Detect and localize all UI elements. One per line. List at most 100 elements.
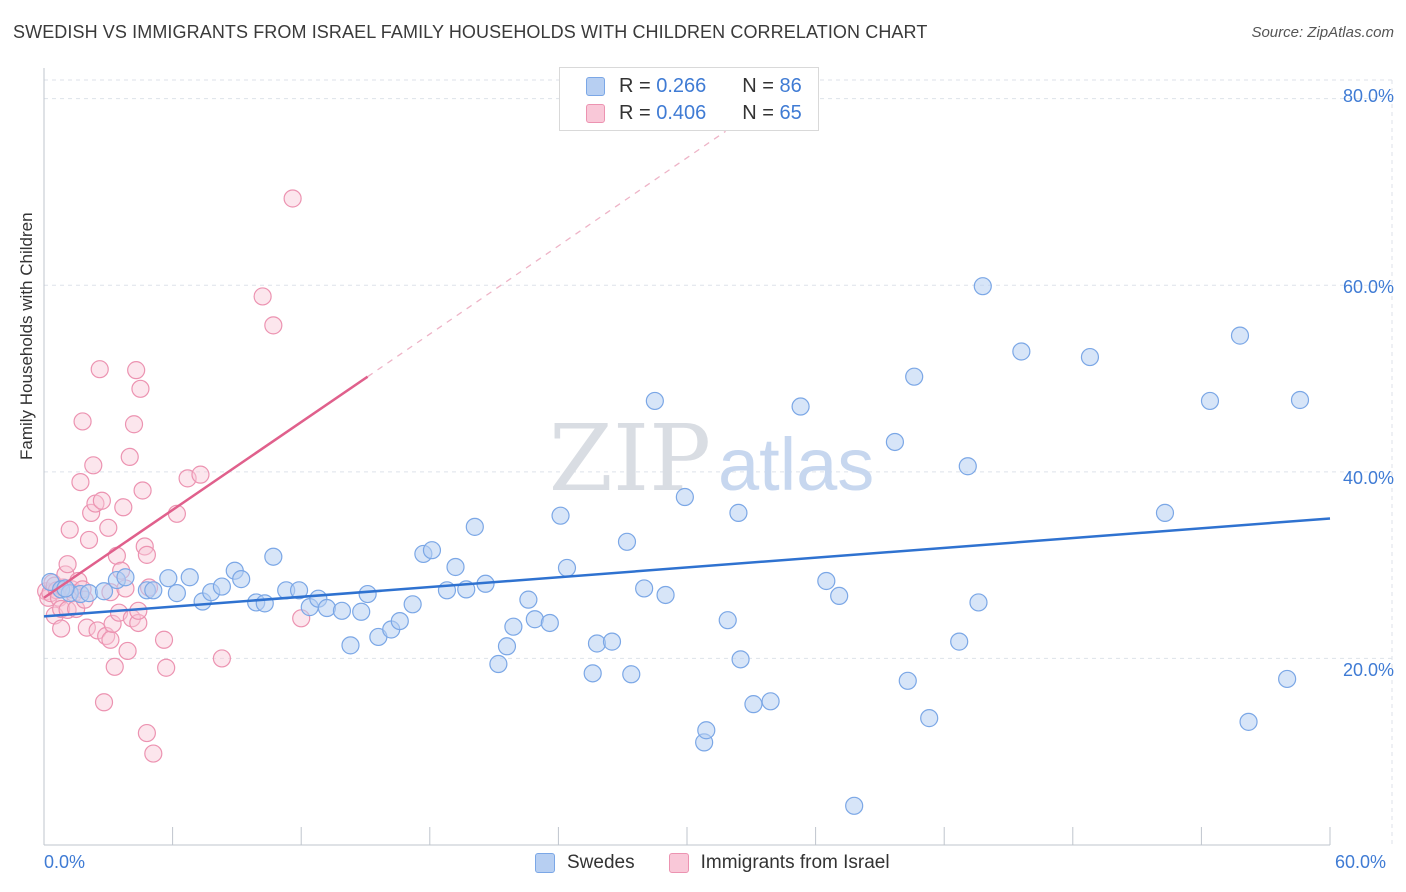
swedes-point xyxy=(116,568,135,587)
swedes-point xyxy=(830,586,849,606)
legend-label-swedes: Swedes xyxy=(567,852,635,873)
swedes-point xyxy=(645,391,664,411)
swedes-point xyxy=(920,709,939,728)
israel-point xyxy=(253,287,272,306)
swedes-point xyxy=(446,557,465,577)
x-tick-min: 0.0% xyxy=(44,852,86,872)
swedes-point xyxy=(845,796,864,815)
swedes-point xyxy=(519,590,538,609)
israel-point xyxy=(84,456,103,475)
trend-lines xyxy=(43,130,1331,618)
swedes-point xyxy=(1012,342,1031,361)
n-value: 86 xyxy=(779,74,802,97)
israel-point xyxy=(118,641,137,661)
israel-point xyxy=(154,630,174,649)
swedes-point xyxy=(973,277,992,296)
watermark-atlas: atlas xyxy=(718,423,874,506)
israel-point xyxy=(79,530,99,550)
swedes-point xyxy=(898,671,917,690)
israel-point xyxy=(133,481,152,500)
swedes-point xyxy=(587,634,607,653)
swedes-point xyxy=(497,637,517,656)
swedes-point xyxy=(489,654,508,674)
israel-point xyxy=(71,472,90,492)
swedes-point xyxy=(255,594,274,613)
swedes-point xyxy=(180,568,199,587)
swedes-points xyxy=(41,277,1310,815)
swedes-point xyxy=(403,595,422,614)
israel-point xyxy=(191,465,210,484)
israel-trend-line xyxy=(43,375,369,599)
swedes-swatch xyxy=(586,76,605,96)
swedes-point xyxy=(1290,390,1310,410)
legend-item-swedes: Swedes xyxy=(535,852,635,874)
swedes-point xyxy=(422,541,442,560)
swedes-point xyxy=(1230,326,1250,345)
swedes-point xyxy=(332,601,352,620)
israel-point xyxy=(82,503,101,522)
r-label: R = xyxy=(619,74,651,97)
swedes-point xyxy=(525,610,544,629)
israel-point xyxy=(52,599,71,619)
swedes-point xyxy=(79,584,99,603)
swedes-point xyxy=(761,692,780,711)
israel-point xyxy=(137,723,156,743)
swedes-point xyxy=(622,665,641,684)
israel-point xyxy=(264,316,283,335)
swedes-point xyxy=(885,432,905,452)
swedes-point xyxy=(465,517,484,536)
legend-row-israel: R = 0.406 N = 65 xyxy=(586,100,802,126)
swedes-point xyxy=(352,602,371,621)
israel-point xyxy=(60,520,79,539)
swedes-point xyxy=(950,632,969,651)
y-tick-40: 40.0% xyxy=(1342,468,1394,488)
israel-point xyxy=(137,545,156,564)
y-axis-label: Family Households with Children xyxy=(17,212,36,460)
r-value: 0.406 xyxy=(656,101,707,124)
swedes-point xyxy=(817,571,836,591)
swedes-point xyxy=(159,569,178,588)
israel-point xyxy=(99,518,118,537)
israel-point xyxy=(127,361,146,380)
israel-point xyxy=(107,546,126,565)
swedes-point xyxy=(317,598,337,618)
swedes-point xyxy=(390,611,409,631)
israel-point xyxy=(103,614,122,633)
swedes-point xyxy=(718,611,737,630)
swedes-point xyxy=(167,584,186,603)
swedes-point xyxy=(264,547,283,566)
swedes-point xyxy=(358,584,377,604)
swedes-legend-swatch xyxy=(535,853,555,873)
legend-item-israel: Immigrants from Israel xyxy=(668,852,890,874)
n-label: N = xyxy=(742,101,774,124)
israel-point xyxy=(92,491,111,510)
swedes-point xyxy=(341,636,360,655)
legend-row-swedes: R = 0.266 N = 86 xyxy=(586,73,802,99)
israel-point xyxy=(124,415,144,434)
correlation-legend: R = 0.266 N = 86 R = 0.406 N = 65 xyxy=(559,67,819,131)
israel-point xyxy=(105,657,124,676)
swedes-point xyxy=(540,613,559,633)
swedes-point xyxy=(94,582,114,601)
x-tick-max: 60.0% xyxy=(1335,852,1387,872)
swedes-point xyxy=(905,367,924,386)
israel-point xyxy=(283,189,302,208)
israel-legend-swatch xyxy=(668,853,689,873)
series-legend: Swedes Immigrants from Israel xyxy=(535,852,924,874)
legend-label-israel: Immigrants from Israel xyxy=(700,852,890,873)
swedes-point xyxy=(551,506,570,525)
israel-point xyxy=(90,360,109,379)
swedes-point xyxy=(729,503,748,522)
n-value: 65 xyxy=(779,101,802,124)
israel-point xyxy=(94,693,114,712)
israel-point xyxy=(114,498,133,517)
swedes-point xyxy=(1239,712,1258,731)
swedes-point xyxy=(617,532,637,551)
swedes-trend-line xyxy=(43,517,1331,618)
swedes-point xyxy=(1155,503,1175,522)
swedes-point xyxy=(731,650,750,669)
israel-swatch xyxy=(586,103,605,123)
israel-point xyxy=(58,555,77,574)
swedes-point xyxy=(969,593,988,612)
r-value: 0.266 xyxy=(656,74,707,97)
